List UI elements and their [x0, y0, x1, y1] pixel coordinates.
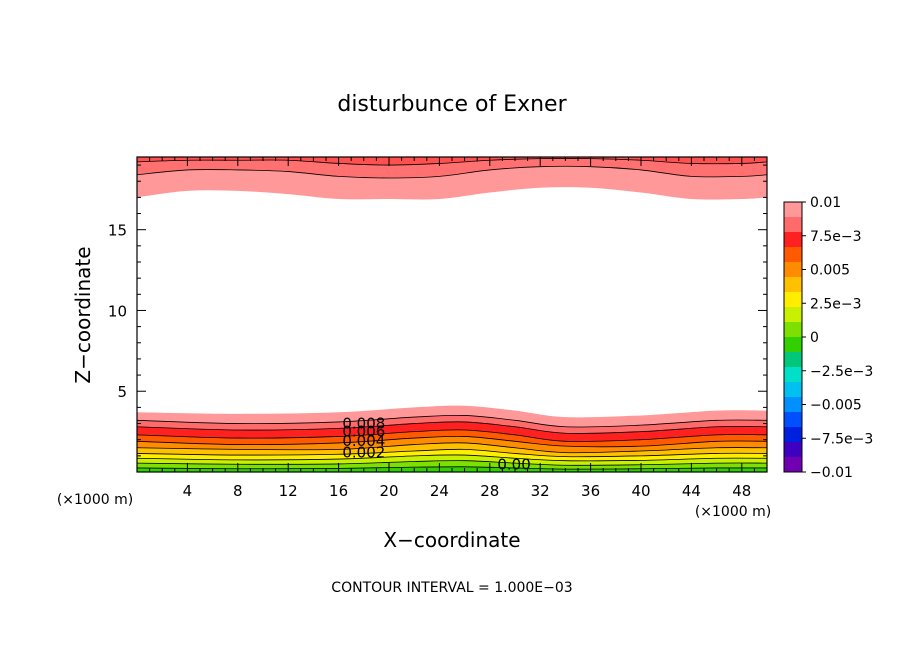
colorbar-swatch	[784, 412, 802, 428]
x-tick-label: 8	[233, 482, 243, 500]
colorbar-swatch	[784, 442, 802, 458]
x-tick-label: 44	[682, 482, 701, 500]
colorbar-label: −7.5e−3	[810, 431, 873, 447]
colorbar-swatch	[784, 322, 802, 338]
colorbar-label: −0.01	[810, 465, 853, 481]
top-contour-line	[137, 165, 767, 179]
top-band-fill	[137, 157, 767, 178]
colorbar: 0.01 7.5e−3 0.005 2.5e−3 0 −2.5e−3 −0.005 −7.5e…	[783, 195, 873, 481]
colorbar-swatch	[784, 307, 802, 323]
bottom-contour-line	[137, 460, 767, 466]
contour-label: 0.002	[342, 443, 385, 461]
colorbar-swatch	[784, 292, 802, 308]
x-tick-label: 32	[531, 482, 550, 500]
x-tick-label: 20	[379, 482, 398, 500]
x-axis-label: X−coordinate	[383, 528, 520, 552]
x-tick-label: 28	[480, 482, 499, 500]
contour-label: 0.004	[342, 432, 385, 450]
bottom-contour-line	[137, 414, 767, 428]
x-tick-label: 40	[631, 482, 650, 500]
colorbar-label: 0.01	[810, 195, 841, 211]
bottom-contour-line	[137, 454, 767, 462]
colorbar-swatch	[784, 202, 802, 218]
colorbar-swatch	[784, 352, 802, 368]
colorbar-swatch	[784, 457, 802, 473]
colorbar-swatch	[784, 427, 802, 443]
contour-label: 0.006	[342, 422, 385, 440]
colorbar-label: 0.005	[810, 263, 850, 279]
colorbar-label: −0.005	[810, 398, 862, 414]
x-tick-label: 12	[279, 482, 298, 500]
footer-note: CONTOUR INTERVAL = 1.000E−03	[331, 580, 572, 596]
bottom-contour-line	[137, 421, 767, 434]
colorbar-swatch	[784, 232, 802, 248]
colorbar-swatch	[784, 217, 802, 233]
y-tick-label: 10	[108, 302, 127, 320]
y-tick-label: 15	[108, 222, 127, 240]
bottom-contour-line	[137, 442, 767, 454]
colorbar-swatch	[784, 397, 802, 413]
chart-title: disturbunce of Exner	[337, 92, 567, 117]
bottom-contour-line	[137, 429, 767, 442]
colorbar-swatch	[784, 262, 802, 278]
colorbar-label: 7.5e−3	[810, 229, 862, 245]
colorbar-swatch	[784, 367, 802, 383]
colorbar-label: 2.5e−3	[810, 296, 862, 312]
bottom-contour-line	[137, 448, 767, 458]
colorbar-swatch	[784, 277, 802, 293]
x-tick-label: 48	[732, 482, 751, 500]
bottom-contour-line	[137, 466, 767, 470]
x-tick-label: 24	[430, 482, 449, 500]
bottom-contour-line	[137, 435, 767, 448]
y-tick-label: 5	[117, 383, 127, 401]
contour-label: 0.00	[497, 456, 530, 474]
x-unit-left: (×1000 m)	[57, 492, 133, 508]
colorbar-label: 0	[810, 330, 819, 346]
x-unit-right: (×1000 m)	[695, 504, 771, 520]
contour-label: 0.008	[342, 414, 385, 432]
y-axis-label: Z−coordinate	[71, 246, 95, 383]
colorbar-swatch	[784, 247, 802, 263]
top-contour-line	[137, 158, 767, 166]
x-tick-label: 36	[581, 482, 600, 500]
colorbar-swatch	[784, 382, 802, 398]
x-tick-label: 16	[329, 482, 348, 500]
colorbar-swatch	[784, 337, 802, 353]
colorbar-label: −2.5e−3	[810, 364, 873, 380]
x-tick-label: 4	[183, 482, 193, 500]
